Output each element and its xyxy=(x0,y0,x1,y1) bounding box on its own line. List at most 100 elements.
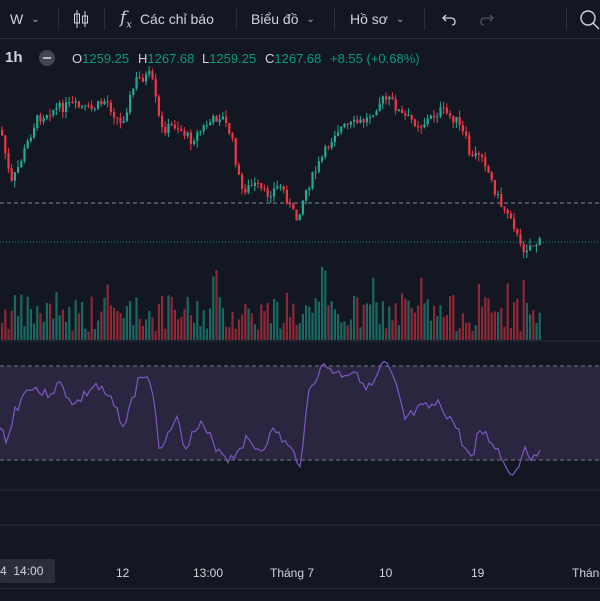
candle-body xyxy=(157,96,160,116)
candle-body xyxy=(289,203,292,205)
high-value: 1267.68 xyxy=(147,51,195,66)
candle-body xyxy=(218,119,221,122)
time-label: Tháng 7 xyxy=(270,566,315,580)
chevron-down-icon: ⌄ xyxy=(31,13,40,25)
volume-bar xyxy=(148,310,151,340)
indicators-button[interactable]: fx Các chỉ báo xyxy=(120,0,214,38)
candle-body xyxy=(52,109,55,116)
volume-bar xyxy=(33,323,36,340)
candle-body xyxy=(129,95,132,113)
volume-bar xyxy=(279,328,282,340)
price-chart[interactable] xyxy=(0,39,600,556)
candle-body xyxy=(321,156,324,162)
volume-bar xyxy=(282,322,285,340)
volume-bar xyxy=(375,302,378,340)
candle-body xyxy=(359,119,362,123)
candle-body xyxy=(241,174,244,189)
candle-body xyxy=(516,229,519,234)
volume-bar xyxy=(324,270,327,340)
candle-body xyxy=(525,250,528,253)
candle-body xyxy=(285,189,288,204)
open-value: 1259.25 xyxy=(82,51,130,66)
volume-bar xyxy=(90,296,93,340)
candle-body xyxy=(260,183,263,189)
open-key: O xyxy=(72,51,83,66)
candle-body xyxy=(164,126,167,134)
candle-body xyxy=(7,153,10,169)
volume-bar xyxy=(231,311,234,340)
candle-body xyxy=(417,126,420,128)
volume-bar xyxy=(180,317,183,340)
candle-body xyxy=(298,214,301,221)
volume-bar xyxy=(394,302,397,340)
undo-button[interactable] xyxy=(440,0,458,38)
volume-bar xyxy=(122,317,125,340)
volume-bar xyxy=(356,297,359,340)
candle-body xyxy=(196,132,199,141)
volume-bar xyxy=(65,321,68,340)
candle-body xyxy=(429,115,432,119)
candle-body xyxy=(4,135,7,154)
chart-type-label: Biểu đồ xyxy=(251,11,299,27)
divider xyxy=(566,8,567,30)
candle-body xyxy=(189,132,192,145)
volume-bar xyxy=(516,298,519,340)
candle-body xyxy=(45,115,48,119)
volume-bar xyxy=(93,329,96,340)
volume-bar xyxy=(346,325,349,340)
candle-body xyxy=(362,119,365,123)
volume-bar xyxy=(340,322,343,340)
volume-bar xyxy=(154,330,157,340)
volume-bar xyxy=(407,300,410,340)
volume-bar xyxy=(129,301,132,340)
volume-bar xyxy=(189,315,192,340)
volume-bar xyxy=(381,301,384,340)
interval-label: W xyxy=(10,11,24,27)
profile-button[interactable]: Hồ sơ ⌄ xyxy=(350,0,404,38)
chart-type-button[interactable]: Biểu đồ ⌄ xyxy=(251,0,315,38)
rsi-line xyxy=(0,360,541,476)
interval-button[interactable]: W ⌄ xyxy=(10,0,40,38)
close-value: 1267.68 xyxy=(274,51,322,66)
time-axis[interactable]: 4 14:00 12 13:00 Tháng 7 10 19 Tháng xyxy=(0,556,600,588)
candle-body xyxy=(132,88,135,96)
candle-body xyxy=(433,115,436,118)
volume-bar xyxy=(125,306,128,340)
candle-body xyxy=(378,103,381,111)
search-button[interactable] xyxy=(578,0,600,38)
volume-bar xyxy=(465,322,468,340)
volume-bar xyxy=(26,296,29,340)
candle-body xyxy=(209,122,212,126)
volume-bar xyxy=(506,283,509,340)
volume-bar xyxy=(116,310,119,340)
candle-body xyxy=(173,124,176,129)
candle-body xyxy=(308,188,311,190)
volume-bar xyxy=(442,316,445,340)
search-icon xyxy=(580,10,600,30)
legend-toggle-button[interactable] xyxy=(38,49,56,70)
volume-bar xyxy=(423,303,426,340)
divider xyxy=(236,8,237,30)
volume-bar xyxy=(61,309,64,340)
volume-bar xyxy=(525,302,528,340)
volume-bar xyxy=(10,310,13,340)
volume-bar xyxy=(372,277,375,340)
candle-body xyxy=(36,115,39,128)
volume-bar xyxy=(52,318,55,340)
candle-body xyxy=(529,245,532,251)
redo-button[interactable] xyxy=(478,0,496,38)
candle-body xyxy=(532,245,535,247)
volume-bar xyxy=(417,305,420,340)
volume-bar xyxy=(471,330,474,340)
candle-body xyxy=(314,171,317,173)
volume-bar xyxy=(157,304,160,340)
volume-bar xyxy=(330,301,333,340)
candle-style-button[interactable] xyxy=(70,0,92,38)
candle-body xyxy=(212,116,215,123)
candle-body xyxy=(311,172,314,189)
volume-bar xyxy=(308,306,311,340)
low-value: 1259.25 xyxy=(209,51,257,66)
volume-bar xyxy=(362,304,365,340)
candle-body xyxy=(327,146,330,148)
volume-bar xyxy=(481,306,484,340)
